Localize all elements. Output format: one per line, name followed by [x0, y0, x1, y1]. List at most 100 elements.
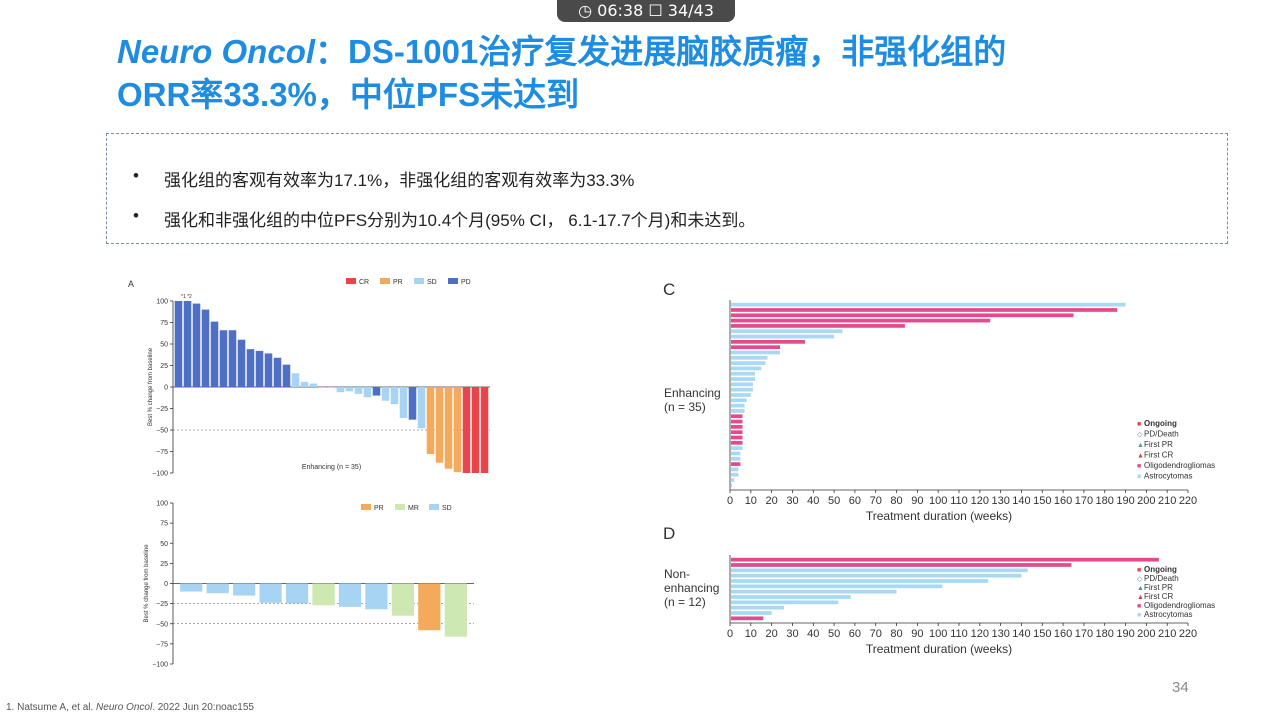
x-tick-label: 180	[1096, 628, 1114, 640]
bar	[237, 339, 246, 387]
swim-bar	[731, 393, 751, 397]
bar	[363, 387, 372, 398]
legend-swatch	[380, 278, 390, 284]
bar	[219, 330, 228, 387]
bar	[255, 350, 264, 387]
swim-bar	[731, 584, 943, 589]
swim-bar	[731, 616, 764, 621]
bar	[338, 583, 362, 607]
x-tick-label: 160	[1054, 495, 1072, 507]
bar	[391, 583, 414, 616]
legend-swatch	[361, 504, 371, 510]
swim-bar	[731, 366, 762, 371]
legend-label: Ongoing	[1144, 419, 1177, 428]
legend-label: Astrocytomas	[1144, 472, 1192, 481]
x-tick-label: 110	[950, 495, 968, 507]
bar	[390, 387, 399, 405]
swim-bar	[731, 611, 772, 615]
swim-bar	[731, 355, 768, 360]
bar	[285, 583, 309, 604]
x-tick-label: 190	[1116, 495, 1134, 507]
swim-bar	[731, 446, 743, 451]
group-label: enhancing	[664, 581, 719, 595]
legend-swatch	[395, 504, 405, 510]
bar	[228, 330, 237, 387]
annotation: *1 *2	[181, 294, 192, 300]
title-line2: ORR率33.3%，中位PFS未达到	[117, 76, 580, 113]
bar	[418, 583, 441, 631]
x-tick-label: 100	[929, 495, 947, 507]
y-tick-label: 100	[156, 501, 168, 508]
x-axis-label: Enhancing (n = 35)	[302, 464, 361, 471]
swim-bar	[731, 467, 739, 472]
x-tick-label: 30	[786, 495, 798, 507]
swim-bar	[731, 387, 753, 392]
swim-bar	[731, 398, 747, 403]
legend-label: CR	[359, 279, 369, 286]
x-tick-label: 110	[950, 628, 968, 640]
legend-marker: ◇	[1137, 576, 1143, 583]
legend-label: First CR	[1144, 451, 1174, 460]
swim-bar	[731, 600, 839, 605]
legend-swatch	[414, 278, 424, 284]
x-tick-label: 90	[911, 628, 923, 640]
swim-bar	[731, 589, 897, 594]
swim-bar	[731, 377, 755, 381]
x-tick-label: 210	[1158, 628, 1176, 640]
x-tick-label: 100	[929, 628, 947, 640]
bar	[399, 387, 408, 418]
x-tick-label: 150	[1033, 495, 1051, 507]
x-axis-label: Treatment duration (weeks)	[866, 642, 1012, 656]
y-tick-label: −50	[156, 428, 168, 435]
slide-counter: 34/43	[667, 1, 714, 20]
title-journal: Neuro Oncol	[117, 33, 316, 70]
swim-bar	[731, 557, 1159, 562]
legend-marker: ◇	[1137, 432, 1143, 439]
x-tick-label: 170	[1075, 495, 1093, 507]
bar	[282, 364, 291, 387]
swim-bar	[731, 568, 1028, 573]
x-tick-label: 180	[1096, 495, 1114, 507]
legend-label: Ongoing	[1144, 565, 1177, 574]
swim-bar	[731, 425, 743, 429]
x-tick-label: 0	[727, 495, 733, 507]
bar	[462, 387, 471, 473]
x-tick-label: 130	[991, 495, 1009, 507]
group-label: Enhancing	[664, 386, 721, 400]
y-axis-label: Best % change from baseline	[148, 347, 154, 426]
swim-bar	[731, 472, 739, 477]
y-tick-label: 0	[164, 385, 168, 392]
swim-bar	[731, 414, 743, 419]
x-tick-label: 160	[1054, 628, 1072, 640]
legend-marker: ▲	[1137, 453, 1144, 460]
x-tick-label: 20	[766, 628, 778, 640]
panel-letter: D	[663, 524, 675, 543]
swim-bar	[731, 329, 843, 334]
panel-letter: C	[663, 280, 675, 299]
bar	[444, 387, 453, 469]
y-tick-label: 0	[164, 581, 168, 588]
swim-bar	[731, 403, 745, 408]
swim-bar	[731, 430, 743, 435]
y-tick-label: 50	[160, 342, 168, 349]
swim-bar	[731, 361, 766, 365]
bar	[354, 387, 363, 394]
bar	[201, 309, 210, 387]
bar	[206, 583, 229, 594]
elapsed-time: 06:38	[597, 1, 644, 20]
clock-icon: ◷	[578, 1, 593, 20]
bar	[336, 387, 345, 393]
x-tick-label: 120	[971, 495, 989, 507]
legend-label: First PR	[1144, 440, 1173, 449]
waterfall-chart-non-enhancing: 100 75 50 25 0 −25 −50 −75 −100 Best % change fro…	[144, 501, 474, 669]
y-tick-label: 100	[156, 299, 168, 306]
swim-bar	[731, 318, 991, 323]
bar	[183, 301, 192, 387]
bar	[435, 387, 444, 463]
bar	[309, 383, 318, 387]
bar	[273, 357, 282, 387]
swim-bar	[731, 308, 1118, 312]
legend-label: SD	[442, 505, 452, 512]
legend-label: PD/Death	[1144, 430, 1179, 439]
legend-marker: ▲	[1137, 594, 1144, 601]
